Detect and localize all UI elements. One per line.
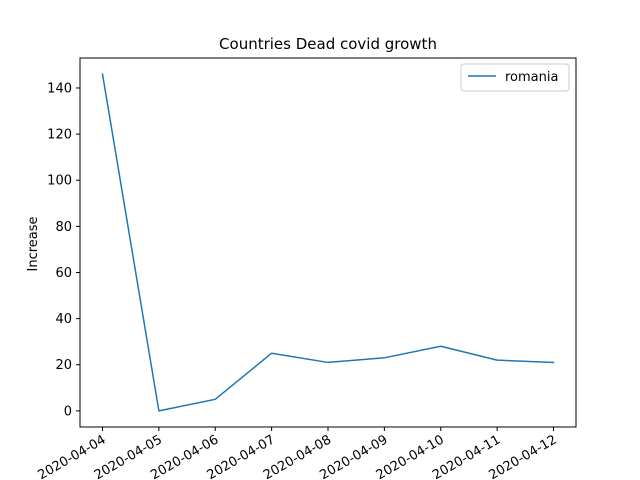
y-tick-label: 40 bbox=[55, 312, 72, 327]
y-tick-label: 100 bbox=[47, 174, 72, 189]
chart-title: Countries Dead covid growth bbox=[219, 35, 437, 53]
y-tick-label: 60 bbox=[55, 266, 72, 281]
y-tick-label: 140 bbox=[47, 81, 72, 96]
legend: romania bbox=[460, 63, 570, 92]
y-tick-label: 80 bbox=[55, 220, 72, 235]
legend-box bbox=[460, 63, 570, 92]
legend-label-romania: romania bbox=[505, 70, 558, 85]
series-line-romania bbox=[101, 73, 555, 412]
plot-area: 0204060801001201402020-04-042020-04-0520… bbox=[36, 73, 560, 480]
y-tick-label: 20 bbox=[55, 358, 72, 373]
y-tick-label: 0 bbox=[64, 404, 72, 419]
y-axis-label: Increase bbox=[26, 216, 41, 271]
y-tick-label: 120 bbox=[47, 128, 72, 143]
axes-frame bbox=[79, 57, 577, 428]
